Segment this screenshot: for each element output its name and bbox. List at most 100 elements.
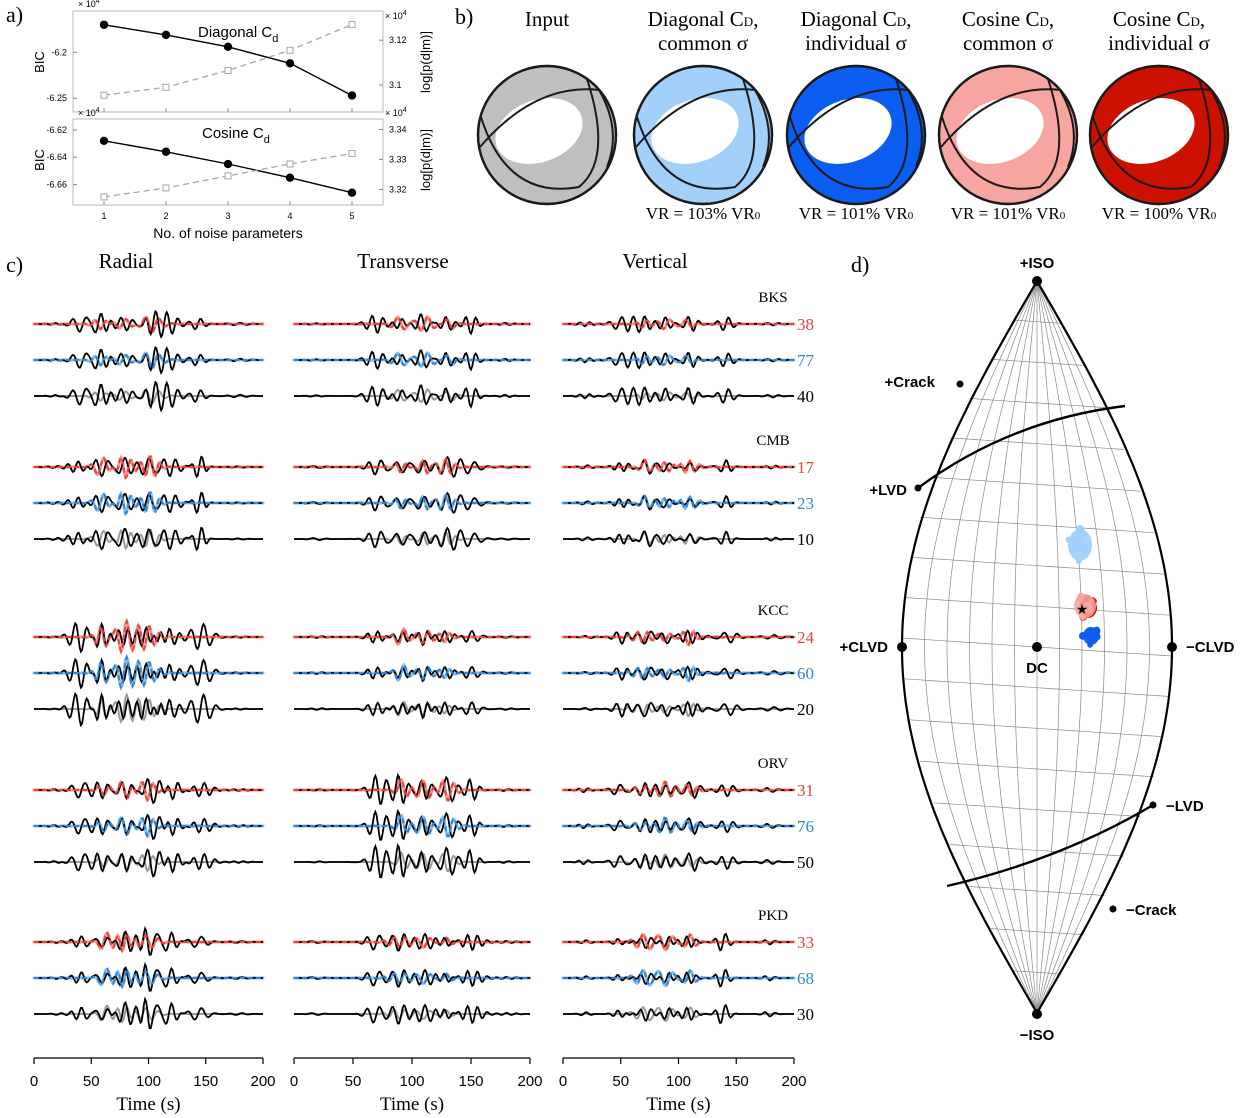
grid-meridian (969, 280, 1038, 1014)
variance-reduction-label: VR = 101% VR0 (799, 204, 914, 223)
beachball-title-line: individual σ (1108, 31, 1210, 55)
x-tick-label: 100 (666, 1073, 691, 1090)
variance-reduction-value: 30 (797, 1005, 814, 1024)
lune-label-iso-plus: +ISO (1020, 255, 1055, 272)
observed-trace (34, 848, 263, 878)
data-point-square (224, 172, 232, 180)
grid-parallel (969, 398, 1105, 408)
lune-label-iso-minus: −ISO (1020, 1027, 1055, 1044)
x-tick-label: 200 (517, 1073, 542, 1090)
grid-parallel (990, 928, 1084, 936)
trace-row (563, 851, 794, 873)
grid-parallel (990, 358, 1084, 366)
beachball-cos_common: Cosine CD,common σ VR = 101% VR0 (937, 7, 1079, 223)
observed-trace (34, 526, 263, 552)
waveform-grid: BKS 38 77 40 CMB 17 23 10 KCC 24 60 20 ORV 31 76 50 PKD 3… (32, 290, 815, 1030)
y-axis-label-left: BIC (32, 51, 47, 73)
station-name: KCC (758, 603, 789, 619)
nodal-plane-2 (941, 78, 1061, 190)
lune-label-lvd-minus: −LVD (1166, 798, 1204, 815)
beachball-title-line: Input (525, 7, 569, 31)
lune-label-crack-minus: −Crack (1126, 902, 1177, 919)
lune-point-iso-plus (1032, 276, 1042, 286)
x-tick-label: 200 (250, 1073, 275, 1090)
beachball-outline (632, 64, 774, 206)
solution-cloud-diag-individual (1078, 626, 1101, 648)
lvd-arc-lower (946, 803, 1154, 888)
grid-parallel (910, 719, 1164, 738)
bic-plot-diagonal: × 104 × 104 Diagonal Cd BIC log[p(d|m)] … (32, 0, 433, 113)
panel-c: c) Radial Transverse Vertical BKS 38 77 40 C… (6, 249, 815, 1115)
solution-sample (1077, 592, 1085, 600)
trace-row (292, 968, 532, 988)
observed-trace (34, 657, 263, 690)
synthetic-trace (563, 780, 794, 798)
beachball-input: Input (476, 7, 618, 206)
observed-trace (563, 315, 794, 334)
beachball-title-line: common σ (963, 31, 1053, 55)
lune-point-clvd-minus (1167, 642, 1177, 652)
observed-trace (34, 691, 263, 728)
x-tick-label: 50 (345, 1073, 362, 1090)
column-title-transverse: Transverse (357, 249, 448, 273)
beachball-diag_individual: Diagonal CD,individual σ VR = 101% VR0 (785, 7, 927, 223)
trace-row (563, 700, 794, 718)
x-axis-label: Time (s) (646, 1094, 710, 1115)
multiplier-left: × 104 (78, 0, 100, 9)
lune-label-crack-plus: +Crack (885, 374, 936, 391)
grid-parallel (1013, 319, 1061, 324)
trace-row (292, 808, 532, 841)
y-tick-label: -6.62 (46, 125, 67, 135)
data-point-square (348, 20, 356, 28)
nodal-plane-2 (480, 78, 600, 190)
trace-row (32, 617, 265, 656)
trace-row (292, 455, 532, 478)
lune-label-clvd-plus: +CLVD (840, 639, 889, 656)
x-tick-label: 150 (193, 1073, 218, 1090)
data-point-square (286, 46, 294, 54)
series (99, 20, 357, 100)
trace-row (561, 458, 796, 475)
synthetic-trace (563, 816, 794, 834)
station-name: ORV (758, 756, 789, 772)
solution-sample (1065, 536, 1073, 544)
beachball-white-lobe (495, 98, 583, 164)
y2-tick-label: 3.32 (389, 184, 407, 194)
trace-row (34, 996, 263, 1030)
y2-tick-label: 3.34 (389, 124, 407, 134)
variance-reduction-value: 20 (797, 700, 814, 719)
trace-row (32, 653, 265, 692)
lune-point-crack-minus (1109, 905, 1117, 913)
variance-reduction-value: 23 (797, 494, 814, 513)
panel-d: d) +ISO −ISO +CLVD −CLVD +Crack −Crack +LVD −LV… (840, 252, 1235, 1044)
lune-point-iso-minus (1032, 1009, 1042, 1019)
trace-row (294, 700, 530, 720)
grid-parallel (950, 437, 1124, 450)
station-name: PKD (758, 908, 788, 924)
synthetic-trace (563, 354, 794, 367)
synthetic-trace (34, 654, 263, 690)
trace-row (32, 925, 265, 956)
data-point-circle (223, 159, 233, 169)
trace-row (294, 843, 530, 879)
trace-row (32, 961, 265, 992)
grid-parallel (1013, 970, 1061, 975)
solution-sample (1088, 598, 1094, 604)
synthetic-trace (294, 972, 530, 985)
synthetic-trace (563, 629, 794, 646)
beachball-row: Input Diagonal CD,common σVR = 103% VR0Di… (476, 7, 1230, 223)
x-tick-label: 0 (30, 1073, 38, 1090)
synthetic-trace (294, 778, 530, 802)
trace-row (561, 968, 796, 988)
grid-meridian (1036, 280, 1105, 1014)
grid-meridian (946, 280, 1038, 1014)
synthetic-trace (563, 318, 794, 331)
station-block-pkd: PKD 33 68 30 (32, 908, 814, 1030)
synthetic-trace (294, 493, 530, 511)
station-name: BKS (758, 290, 787, 306)
beachball-white-lobe (651, 98, 739, 164)
observed-trace (563, 932, 794, 952)
trace-row (32, 454, 265, 481)
data-point-circle (285, 173, 295, 182)
trace-row (563, 1003, 794, 1025)
